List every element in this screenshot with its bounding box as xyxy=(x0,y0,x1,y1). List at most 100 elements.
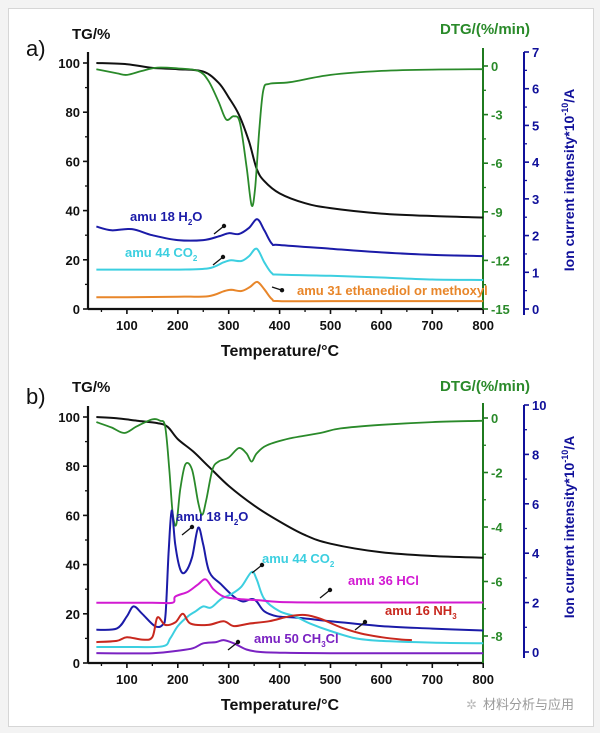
tg-tick-label: 80 xyxy=(66,459,80,474)
tg-tick-label: 20 xyxy=(66,607,80,622)
annotation-subscript: 2 xyxy=(193,254,198,263)
annotation-label: amu 36 HCl xyxy=(348,573,419,588)
x-tick-label: 300 xyxy=(218,672,240,687)
watermark-text: 材料分析与应用 xyxy=(482,698,574,713)
ion-tick-label: 5 xyxy=(532,118,539,133)
x-tick-label: 400 xyxy=(269,672,291,687)
panel-a-ion-axis-exp: -10 xyxy=(560,103,570,116)
annotation-subscript: 3 xyxy=(321,640,326,649)
panel-a-ion-axis-unit: /A xyxy=(561,89,577,103)
series-tg-line xyxy=(96,62,484,219)
annotation-subscript: 2 xyxy=(330,560,335,569)
x-tick-label: 700 xyxy=(421,672,443,687)
tg-tick-label: 60 xyxy=(66,508,80,523)
tg-tick-label: 0 xyxy=(73,656,80,671)
x-tick-label: 800 xyxy=(472,318,494,333)
watermark: ✲ 材料分析与应用 xyxy=(466,694,574,713)
x-tick-label: 500 xyxy=(320,318,342,333)
x-tick-label: 200 xyxy=(167,318,189,333)
panel-a-dtg-axis-title: DTG/(%/min) xyxy=(440,21,530,38)
series-amu-44-co2-line xyxy=(96,247,484,281)
tg-tick-label: 60 xyxy=(66,154,80,169)
series-amu-31-ethanediol-or-methoxyl-line xyxy=(96,280,484,303)
dtg-tick-label: -3 xyxy=(491,108,503,123)
ion-tick-label: 2 xyxy=(532,596,539,611)
ion-tick-label: 6 xyxy=(532,497,539,512)
tg-tick-label: 40 xyxy=(66,558,80,573)
annotation-subscript: 2 xyxy=(234,518,239,527)
annotation-text: amu 44 CO xyxy=(125,245,193,260)
x-tick-label: 800 xyxy=(472,672,494,687)
ion-tick-label: 0 xyxy=(532,302,539,317)
dtg-tick-label: -6 xyxy=(491,156,503,171)
annotation-label: amu 16 NH3 xyxy=(385,603,457,621)
series-dtg-line xyxy=(96,66,484,207)
panel-a-ion-axis-label: Ion current intensity*10 xyxy=(561,115,577,271)
annotation-label: amu 44 CO2 xyxy=(125,245,198,263)
ion-tick-label: 10 xyxy=(532,398,546,413)
tg-tick-label: 40 xyxy=(66,204,80,219)
series-amu-36-hcl-line xyxy=(96,578,484,605)
panel-a-curves xyxy=(96,62,484,303)
x-tick-label: 100 xyxy=(116,318,138,333)
annotation-label: amu 18 H2O xyxy=(130,209,202,227)
ion-tick-label: 7 xyxy=(532,45,539,60)
annotation-text: amu 31 ethanediol or methoxyl xyxy=(297,283,488,298)
panel-b-ion-axis-label: Ion current intensity*10 xyxy=(561,462,577,618)
panel-a-x-axis-title: Temperature/°C xyxy=(221,343,340,360)
annotation-label: amu 50 CH3Cl xyxy=(254,631,339,649)
annotation-text: amu 16 NH xyxy=(385,603,452,618)
panel-b-ion-axis-unit: /A xyxy=(561,436,577,450)
dtg-tick-label: -6 xyxy=(491,575,503,590)
x-tick-label: 200 xyxy=(167,672,189,687)
dtg-tick-label: -9 xyxy=(491,205,503,220)
panel-b-letter: b) xyxy=(26,384,46,409)
series-amu-18-h2o-line xyxy=(96,218,484,258)
wechat-icon: ✲ xyxy=(466,698,477,713)
series-amu-50-ch3cl-line xyxy=(96,639,484,655)
x-tick-label: 300 xyxy=(218,318,240,333)
series-amu-16-nh3-line xyxy=(96,612,412,644)
panel-b-dtg-axis-title: DTG/(%/min) xyxy=(440,378,530,395)
x-tick-label: 100 xyxy=(116,672,138,687)
x-tick-label: 700 xyxy=(421,318,443,333)
ion-tick-label: 0 xyxy=(532,645,539,660)
panel-b-x-axis-title: Temperature/°C xyxy=(221,697,340,714)
annotation-suffix: Cl xyxy=(326,631,339,646)
dtg-tick-label: -15 xyxy=(491,302,510,317)
annotation-label: amu 44 CO2 xyxy=(262,551,335,569)
annotation-suffix: O xyxy=(192,209,202,224)
annotation-text: amu 50 CH xyxy=(254,631,321,646)
dtg-tick-label: -8 xyxy=(491,629,503,644)
annotation-arrowhead xyxy=(189,524,195,530)
panel-a: a) TG/% DTG/(%/min) Ion current intensit… xyxy=(26,21,577,360)
series-dtg-line xyxy=(96,418,484,527)
tg-tick-label: 100 xyxy=(58,410,80,425)
panel-b-ion-axis-exp: -10 xyxy=(560,450,570,463)
tg-tick-label: 80 xyxy=(66,105,80,120)
annotation-suffix: O xyxy=(238,509,248,524)
annotation-arrowhead xyxy=(221,223,227,229)
annotation-text: amu 36 HCl xyxy=(348,573,419,588)
annotation-label: amu 18 H2O xyxy=(176,509,248,527)
panel-b-curves xyxy=(96,416,484,655)
ion-tick-label: 4 xyxy=(532,155,540,170)
dtg-tick-label: -2 xyxy=(491,466,503,481)
series-amu-44-co2-line xyxy=(96,570,484,649)
ion-tick-label: 4 xyxy=(532,546,540,561)
tg-tick-label: 100 xyxy=(58,56,80,71)
annotation-subscript: 2 xyxy=(188,218,193,227)
dtg-tick-label: -12 xyxy=(491,253,510,268)
ion-tick-label: 3 xyxy=(532,192,539,207)
panel-a-letter: a) xyxy=(26,36,46,61)
annotation-text: amu 44 CO xyxy=(262,551,330,566)
dtg-tick-label: -4 xyxy=(491,520,503,535)
ion-tick-label: 2 xyxy=(532,229,539,244)
figure-frame xyxy=(8,8,594,727)
annotation-label: amu 31 ethanediol or methoxyl xyxy=(297,283,488,298)
panel-b: b) TG/% DTG/(%/min) Ion current intensit… xyxy=(26,378,577,714)
